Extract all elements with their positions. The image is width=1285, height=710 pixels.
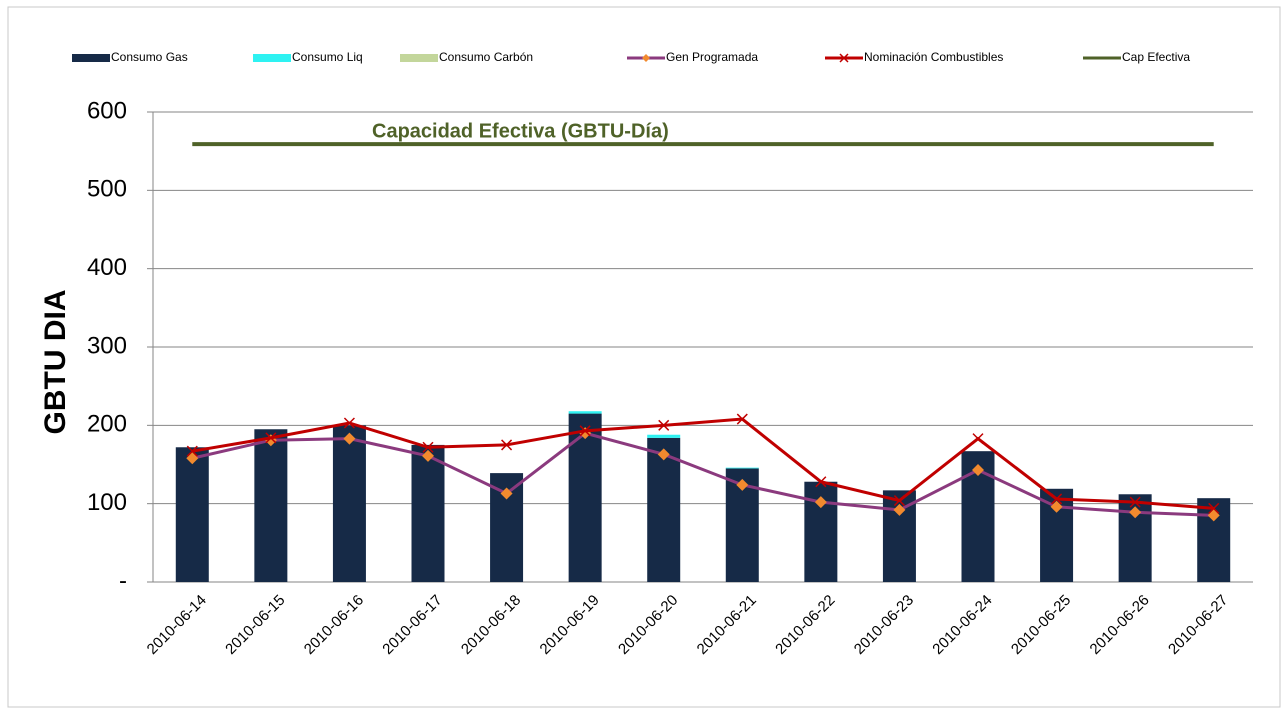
- marker: [1050, 500, 1063, 513]
- legend-swatch: [400, 54, 438, 62]
- bar-segment: [725, 467, 759, 469]
- legend-label: Gen Programada: [666, 50, 758, 64]
- line: [191, 431, 1214, 517]
- bar-segment: [647, 437, 681, 582]
- marker: [972, 463, 984, 476]
- marker: [265, 432, 277, 444]
- legend-swatch: [72, 54, 110, 62]
- bar-segment: [411, 444, 445, 582]
- legend-marker: [839, 53, 849, 63]
- y-tick-label: -: [119, 567, 127, 594]
- y-tick-label: 200: [87, 411, 127, 438]
- marker: [1208, 502, 1220, 514]
- legend-label: Consumo Carbón: [439, 50, 533, 64]
- bar-segment: [254, 429, 288, 582]
- legend-label: Consumo Liq: [292, 50, 363, 64]
- marker: [893, 503, 906, 516]
- legend-label: Cap Efectiva: [1122, 50, 1190, 64]
- marker: [657, 448, 670, 461]
- chart-frame: [7, 6, 1281, 708]
- marker: [893, 495, 905, 507]
- y-tick-label: 600: [87, 97, 127, 124]
- marker: [1051, 493, 1063, 505]
- marker: [579, 425, 591, 437]
- marker: [1129, 496, 1141, 508]
- marker: [343, 417, 355, 429]
- y-tick-label: 100: [87, 489, 127, 516]
- legend-label: Consumo Gas: [111, 50, 188, 64]
- marker: [186, 445, 198, 457]
- marker: [736, 478, 749, 491]
- marker: [343, 432, 356, 445]
- legend-marker: [642, 54, 650, 62]
- marker: [658, 419, 670, 431]
- marker: [500, 487, 513, 500]
- bar-segment: [175, 447, 209, 582]
- line: [192, 417, 1214, 510]
- marker: [972, 433, 984, 445]
- marker: [736, 413, 748, 425]
- marker: [815, 476, 827, 488]
- marker: [422, 449, 434, 462]
- marker: [422, 441, 434, 453]
- bar-segment: [568, 411, 602, 414]
- y-tick-label: 400: [87, 254, 127, 281]
- bar-segment: [332, 425, 366, 582]
- legend-label: Nominación Combustibles: [864, 50, 1003, 64]
- y-axis-title: GBTU DIA: [39, 290, 72, 435]
- marker: [1129, 506, 1142, 519]
- marker: [501, 439, 513, 451]
- bar-segment: [647, 434, 681, 438]
- annotation: Capacidad Efectiva (GBTU-Día): [372, 120, 669, 142]
- y-tick-label: 500: [87, 176, 127, 203]
- marker: [814, 496, 827, 509]
- legend-swatch: [253, 54, 291, 62]
- y-tick-label: 300: [87, 332, 127, 359]
